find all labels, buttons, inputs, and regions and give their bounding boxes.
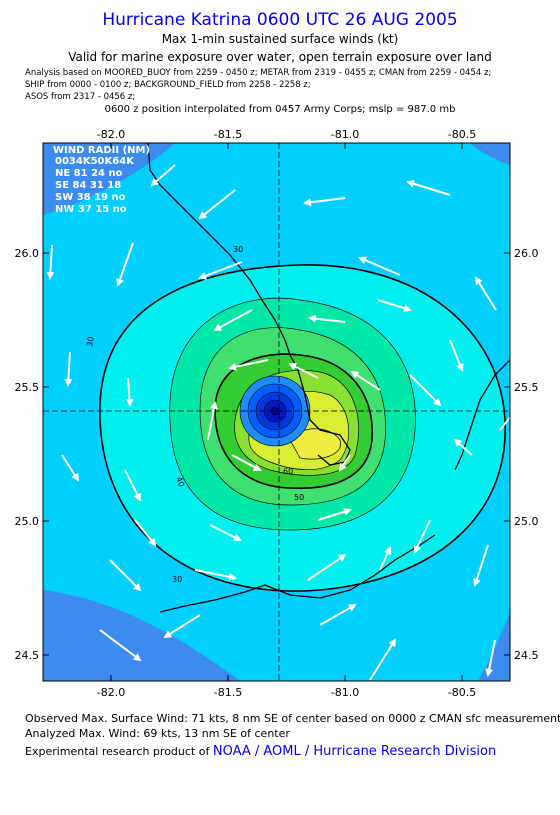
wind-arrow: [150, 164, 176, 187]
contour-label: 30: [172, 575, 182, 584]
wind-arrow: [116, 242, 134, 287]
wind-arrow: [379, 546, 392, 571]
analyzed: Analyzed Max. Wind: 69 kts, 13 nm SE of …: [25, 727, 290, 740]
y-tick-label: 25.0: [15, 515, 40, 528]
wind-arrow: [350, 370, 381, 391]
wind-arrow: [474, 276, 497, 311]
wind-arrow: [109, 559, 142, 592]
sources: ASOS from 2317 - 0456 z;: [25, 92, 135, 102]
wind-arrow: [213, 309, 253, 331]
wind-arrow: [163, 614, 201, 639]
wind-radii: WIND RADII (NM) 0034K50K64K NE 81 24 no …: [53, 145, 150, 215]
x-tick-label: -81.5: [214, 128, 242, 141]
wind-arrow: [194, 569, 237, 581]
wind-arrow: [198, 189, 236, 220]
wind-arrow: [46, 244, 55, 280]
y-tick-label: 26.0: [15, 247, 40, 260]
title: Hurricane Katrina 0600 UTC 26 AUG 2005: [102, 10, 457, 30]
wind-arrow: [124, 469, 141, 502]
observed: Observed Max. Surface Wind: 71 kts, 8 nm…: [25, 712, 560, 725]
wind-arrow: [125, 377, 134, 407]
x-tick-label: -82.0: [97, 686, 125, 699]
wind-arrow: [134, 519, 157, 547]
y-tick-label: 25.5: [15, 381, 40, 394]
wind-arrow: [473, 544, 489, 587]
contour-label: 60: [283, 467, 293, 476]
wind-arrow: [413, 519, 431, 554]
wind-arrow: [209, 524, 242, 541]
x-tick-label: -80.5: [448, 128, 476, 141]
position-note: 0600 z position interpolated from 0457 A…: [105, 104, 456, 115]
radii-row: SW 38 19 no: [55, 192, 126, 203]
credit-text: Experimental research product of: [25, 745, 213, 758]
wind-arrow: [377, 299, 412, 313]
y-tick-label: 24.5: [15, 649, 40, 662]
wind-arrow: [61, 454, 80, 482]
wind-arrow: [369, 638, 397, 681]
x-tick-label: -81.5: [214, 686, 242, 699]
y-tick-label: 25.0: [514, 515, 539, 528]
wind-arrow: [409, 374, 442, 407]
plot-frame: [42, 142, 511, 682]
x-tick-label: -81.0: [331, 128, 359, 141]
y-tick-label: 26.0: [514, 247, 539, 260]
y-tick-label: 24.5: [514, 649, 539, 662]
y-tick-label: 25.5: [514, 381, 539, 394]
link[interactable]: NOAA / AOML / Hurricane Research Divisio…: [213, 744, 496, 759]
sources: Analysis based on MOORED_BUOY from 2259 …: [25, 68, 491, 78]
validity: Valid for marine exposure over water, op…: [68, 50, 492, 64]
credit: Experimental research product of NOAA / …: [25, 744, 496, 759]
wind-arrow: [358, 256, 401, 276]
wind-arrow: [288, 363, 319, 379]
wind-arrow: [449, 339, 464, 372]
wind-arrow: [228, 359, 269, 371]
wind-arrow: [231, 454, 262, 471]
contour-label: 40: [174, 476, 186, 489]
contour-label: 50: [294, 493, 304, 502]
wind-arrow: [207, 401, 218, 441]
radii-title: WIND RADII (NM): [53, 145, 150, 156]
wind-arrow: [453, 438, 473, 456]
contour-label: 30: [85, 336, 96, 348]
sources: SHIP from 0000 - 0100 z; BACKGROUND_FIEL…: [25, 80, 311, 90]
wind-arrow: [406, 179, 451, 196]
contour-label: 30: [233, 245, 243, 254]
x-tick-label: -81.0: [331, 686, 359, 699]
radii-row: NE 81 24 no: [55, 168, 123, 179]
wind-arrow: [338, 454, 351, 472]
wind-arrow: [303, 197, 346, 207]
x-tick-label: -82.0: [97, 128, 125, 141]
wind-arrow: [319, 604, 357, 626]
wind-arrow: [99, 629, 142, 662]
radii-row: NW 37 15 no: [55, 204, 127, 215]
wind-arrow: [499, 415, 510, 431]
radii-header: 0034K50K64K: [55, 156, 135, 167]
wind-arrow: [485, 639, 496, 677]
wind-arrow: [198, 261, 243, 280]
subtitle: Max 1-min sustained surface winds (kt): [162, 32, 399, 46]
radii-row: SE 84 31 18: [55, 180, 121, 191]
wind-arrow: [317, 507, 352, 521]
x-tick-label: -80.5: [448, 686, 476, 699]
wind-arrow: [308, 314, 346, 323]
wind-arrow: [307, 553, 347, 581]
wind-arrow: [64, 351, 73, 387]
map-field: [43, 143, 510, 681]
